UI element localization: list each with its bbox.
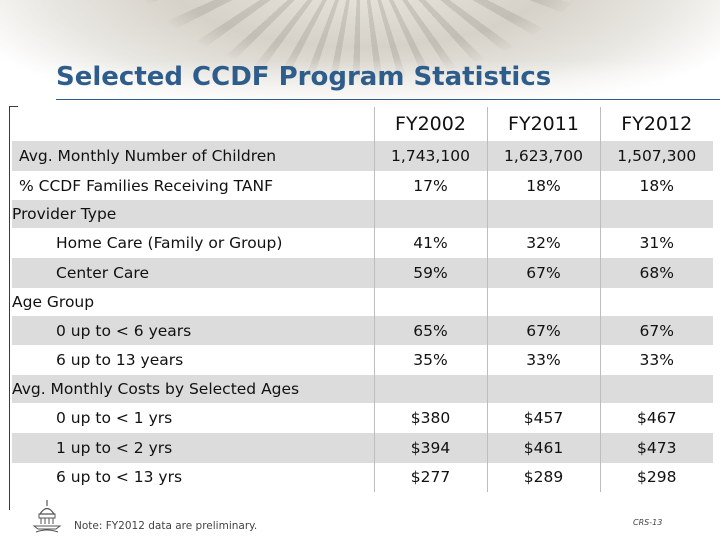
row-value: $380 <box>373 403 487 433</box>
row-label: 6 up to 13 years <box>12 345 374 376</box>
row-label: Center Care <box>12 258 374 288</box>
section-heading: Age Group <box>12 287 374 316</box>
row-value: $298 <box>599 462 713 493</box>
table-row: 6 up to 13 years 35% 33% 33% <box>12 345 713 376</box>
row-value: $277 <box>373 462 487 493</box>
row-value: $457 <box>486 403 600 433</box>
row-value: 68% <box>599 258 713 288</box>
row-label: Home Care (Family or Group) <box>12 228 374 259</box>
title-underline <box>56 99 720 100</box>
header-cell-fy2011: FY2011 <box>486 107 600 141</box>
row-value: $461 <box>486 432 600 463</box>
row-label: 0 up to < 1 yrs <box>12 403 374 433</box>
row-label: % CCDF Families Receiving TANF <box>12 170 374 201</box>
section-row: Avg. Monthly Costs by Selected Ages <box>12 375 713 404</box>
row-value: 65% <box>373 315 487 346</box>
row-value: 41% <box>373 228 487 259</box>
row-value: 35% <box>373 345 487 376</box>
row-value: 67% <box>486 258 600 288</box>
row-value: 18% <box>599 170 713 201</box>
row-value: 31% <box>599 228 713 259</box>
section-row: Age Group <box>12 287 713 316</box>
row-value: $467 <box>599 403 713 433</box>
section-heading: Provider Type <box>12 200 374 229</box>
row-value: 17% <box>373 170 487 201</box>
header-cell-blank <box>12 107 374 141</box>
row-value: 67% <box>599 315 713 346</box>
row-value: 18% <box>486 170 600 201</box>
row-value: 1,743,100 <box>373 141 487 171</box>
row-label: Avg. Monthly Number of Children <box>12 141 374 171</box>
table-row: 1 up to < 2 yrs $394 $461 $473 <box>12 432 713 463</box>
capitol-dome-icon <box>32 500 62 533</box>
row-value: $289 <box>486 462 600 493</box>
row-value: 33% <box>599 345 713 376</box>
footnote: Note: FY2012 data are preliminary. <box>74 520 258 532</box>
header-cell-fy2002: FY2002 <box>373 107 487 141</box>
header-banner <box>0 0 720 112</box>
row-value: $394 <box>373 432 487 463</box>
table-row: 0 up to < 1 yrs $380 $457 $467 <box>12 403 713 433</box>
row-value: 67% <box>486 315 600 346</box>
row-label: 1 up to < 2 yrs <box>12 432 374 463</box>
statistics-table: FY2002 FY2011 FY2012 Avg. Monthly Number… <box>12 107 713 493</box>
table-row: % CCDF Families Receiving TANF 17% 18% 1… <box>12 170 713 201</box>
table-header-row: FY2002 FY2011 FY2012 <box>12 107 713 141</box>
table-row: Center Care 59% 67% 68% <box>12 258 713 288</box>
row-value: 32% <box>486 228 600 259</box>
header-cell-fy2012: FY2012 <box>599 107 713 141</box>
table-row: 0 up to < 6 years 65% 67% 67% <box>12 315 713 346</box>
table-row: Home Care (Family or Group) 41% 32% 31% <box>12 228 713 259</box>
row-value: 33% <box>486 345 600 376</box>
page-title: Selected CCDF Program Statistics <box>56 62 552 92</box>
table-bracket-line <box>9 106 18 510</box>
row-label: 0 up to < 6 years <box>12 315 374 346</box>
row-value: 59% <box>373 258 487 288</box>
row-value: 1,507,300 <box>599 141 713 171</box>
section-row: Provider Type <box>12 200 713 229</box>
row-value: $473 <box>599 432 713 463</box>
row-value: 1,623,700 <box>486 141 600 171</box>
slide-number: CRS-13 <box>633 518 663 527</box>
section-heading: Avg. Monthly Costs by Selected Ages <box>12 375 374 404</box>
row-label: 6 up to < 13 yrs <box>12 462 374 493</box>
table-row: Avg. Monthly Number of Children 1,743,10… <box>12 141 713 171</box>
table-row: 6 up to < 13 yrs $277 $289 $298 <box>12 462 713 493</box>
